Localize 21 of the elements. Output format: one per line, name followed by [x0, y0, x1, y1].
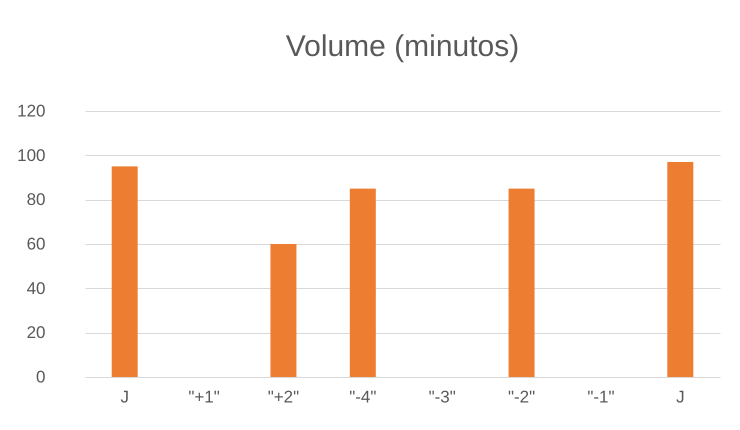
x-tick-label: "-3" — [428, 388, 456, 406]
bar — [667, 162, 694, 377]
y-tick-label: 100 — [17, 146, 46, 165]
x-tick-label: "+2" — [268, 388, 300, 406]
y-tick-label: 60 — [26, 234, 46, 254]
bar — [270, 244, 296, 377]
x-tick-label: "-1" — [587, 388, 615, 406]
y-tick-label: 0 — [36, 368, 46, 386]
bar — [112, 166, 138, 377]
x-tick-label: J — [120, 388, 129, 406]
bar — [508, 188, 535, 377]
x-tick-label: J — [676, 388, 685, 406]
bar — [350, 188, 376, 377]
y-tick-label: 120 — [17, 102, 46, 120]
y-tick-label: 80 — [26, 190, 46, 210]
x-tick-label: "-2" — [508, 388, 536, 406]
x-tick-label: "-4" — [349, 388, 376, 406]
x-tick-label: "+1" — [188, 388, 220, 406]
chart-title: Volume (minutos) — [286, 30, 520, 63]
y-tick-label: 40 — [26, 278, 46, 298]
y-tick-label: 20 — [26, 323, 46, 342]
